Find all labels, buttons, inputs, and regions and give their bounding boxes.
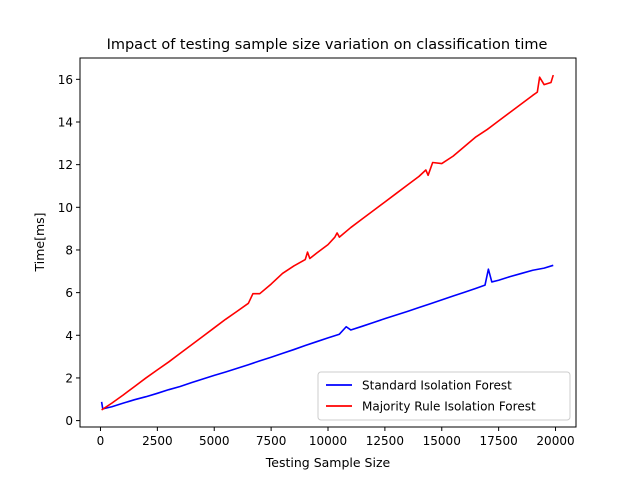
legend-box <box>317 371 571 421</box>
x-axis-label: Testing Sample Size <box>265 455 391 470</box>
y-tick-label: 10 <box>58 201 73 215</box>
chart-title: Impact of testing sample size variation … <box>107 37 548 53</box>
y-tick-label: 12 <box>58 158 73 172</box>
y-tick-label: 8 <box>65 243 73 257</box>
y-tick-label: 6 <box>65 286 73 300</box>
y-tick-label: 2 <box>65 371 73 385</box>
x-tick-label: 10000 <box>309 434 347 448</box>
series-line-standard <box>100 264 554 410</box>
x-tick-label: 12500 <box>366 434 404 448</box>
x-tick-label: 5000 <box>199 434 230 448</box>
legend-label: Majority Rule Isolation Forest <box>362 400 536 414</box>
y-tick-label: 4 <box>65 329 73 343</box>
y-tick-label: 16 <box>58 73 73 87</box>
series-line-majority-rule <box>101 74 555 411</box>
y-tick-label: 0 <box>65 414 73 428</box>
x-tick-label: 7500 <box>256 434 287 448</box>
y-tick-label: 14 <box>58 115 73 129</box>
legend: Standard Isolation Forest Majority Rule I… <box>317 371 571 421</box>
legend-label: Standard Isolation Forest <box>362 379 512 393</box>
plot-area <box>100 74 555 411</box>
x-tick-label: 15000 <box>423 434 461 448</box>
x-tick-label: 20000 <box>536 434 574 448</box>
x-tick-label: 17500 <box>480 434 518 448</box>
x-tick-label: 2500 <box>142 434 173 448</box>
y-axis-label: Time[ms] <box>32 212 47 272</box>
x-tick-label: 0 <box>97 434 105 448</box>
